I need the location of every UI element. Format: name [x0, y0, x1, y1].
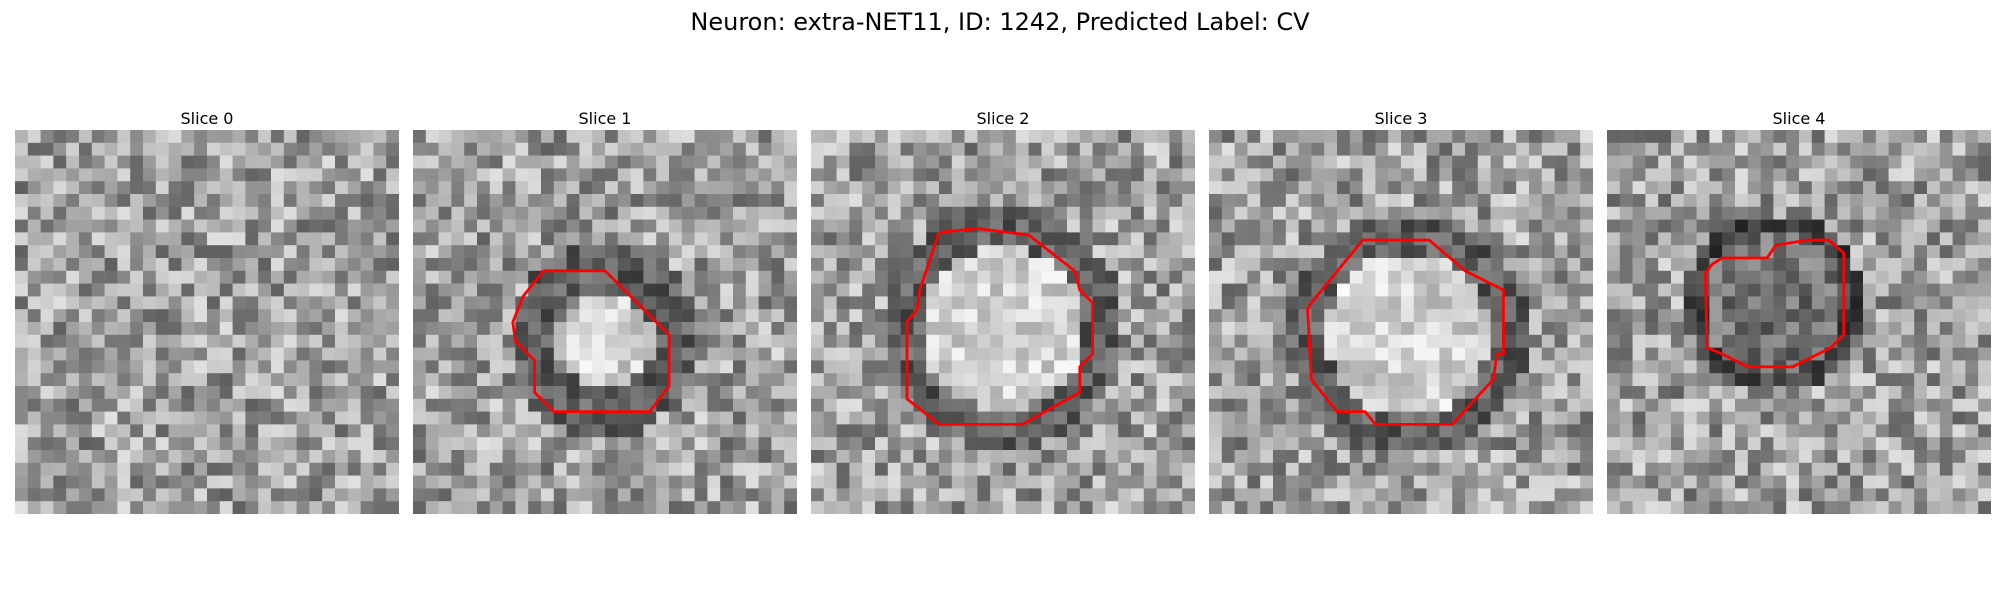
slice-title: Slice 2	[976, 109, 1030, 128]
segmentation-contour	[1306, 238, 1505, 426]
slice-panel-0: Slice 0	[15, 108, 399, 514]
slice-title: Slice 0	[180, 109, 234, 128]
slice-image	[15, 130, 399, 514]
segmentation-contour	[905, 227, 1095, 426]
slice-panel-1: Slice 1	[413, 108, 797, 514]
slice-panel-4: Slice 4	[1607, 108, 1991, 514]
slice-image	[1209, 130, 1593, 514]
figure-title: Neuron: extra-NET11, ID: 1242, Predicted…	[690, 8, 1310, 36]
slice-image	[413, 130, 797, 514]
slice-image	[811, 130, 1195, 514]
slice-title: Slice 3	[1374, 109, 1428, 128]
slice-image	[1607, 130, 1991, 514]
slice-panel-3: Slice 3	[1209, 108, 1593, 514]
slice-title: Slice 1	[578, 109, 632, 128]
slice-panel-2: Slice 2	[811, 108, 1195, 514]
slice-title: Slice 4	[1772, 109, 1826, 128]
segmentation-contour	[511, 269, 671, 414]
segmentation-contour	[1704, 238, 1846, 369]
